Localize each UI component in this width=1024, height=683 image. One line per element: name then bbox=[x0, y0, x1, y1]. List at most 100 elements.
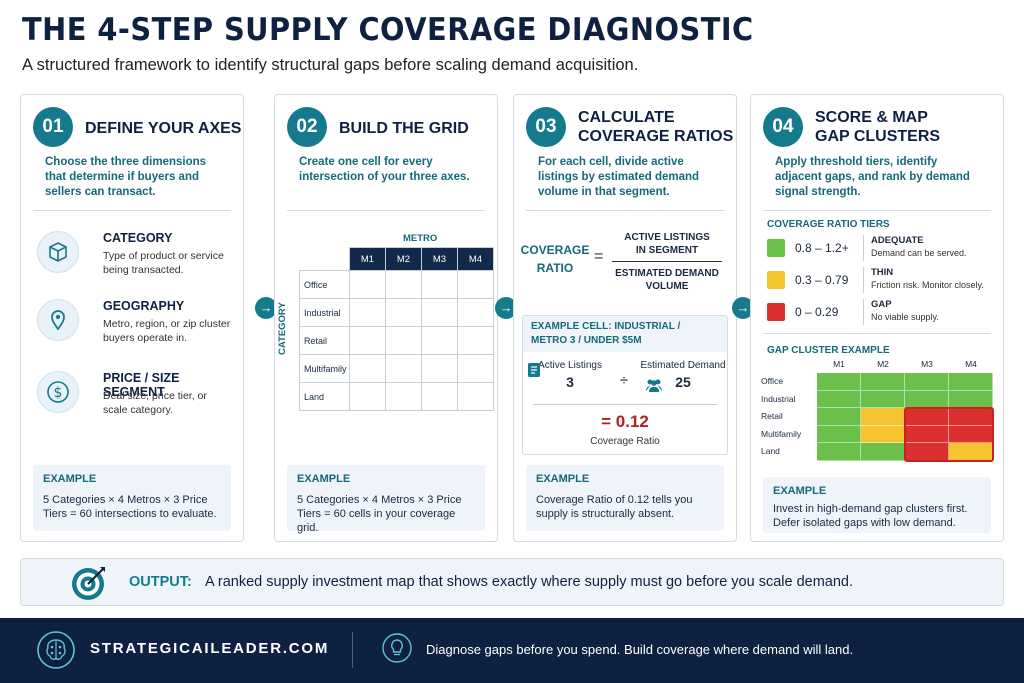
step-title-line: COVERAGE RATIOS bbox=[578, 128, 734, 145]
step-card-2: 02 BUILD THE GRID Create one cell for ev… bbox=[274, 94, 498, 542]
tier-swatch bbox=[767, 271, 785, 289]
cluster-cell-adequate bbox=[905, 390, 949, 408]
divider bbox=[33, 210, 231, 211]
grid-row-label: Land bbox=[299, 382, 350, 411]
formula-label-line: COVERAGE bbox=[520, 243, 590, 257]
people-icon bbox=[645, 378, 663, 395]
cluster-cell-adequate bbox=[817, 425, 861, 443]
coverage-ratio-label: Coverage Ratio bbox=[590, 436, 660, 447]
dimension-text: Type of product or service being transac… bbox=[103, 250, 224, 276]
metro-axis-label: METRO bbox=[403, 233, 438, 244]
divider bbox=[533, 404, 717, 405]
example-box: EXAMPLE 5 Categories × 4 Metros × 3 Pric… bbox=[33, 465, 231, 531]
cluster-cell-thin bbox=[861, 408, 905, 426]
equals-sign: = bbox=[594, 248, 604, 265]
cluster-cell-adequate bbox=[905, 373, 949, 391]
cluster-cell-thin bbox=[861, 425, 905, 443]
step-description: Choose the three dimensions that determi… bbox=[45, 156, 207, 198]
cluster-cell-adequate bbox=[861, 373, 905, 391]
formula-label: COVERAGE RATIO bbox=[520, 241, 590, 277]
step-title: BUILD THE GRID bbox=[339, 120, 469, 137]
lightbulb-icon bbox=[382, 633, 412, 663]
cluster-cell-adequate bbox=[861, 443, 905, 461]
tier-desc: No viable supply. bbox=[871, 312, 939, 322]
cluster-cell-adequate bbox=[817, 390, 861, 408]
footer: STRATEGICAILEADER.COM Diagnose gaps befo… bbox=[0, 618, 1024, 683]
footer-site[interactable]: STRATEGICAILEADER.COM bbox=[90, 640, 330, 657]
coverage-grid: M1 M2 M3 M4 Office Industrial Retail Mul… bbox=[299, 247, 494, 411]
example-label: EXAMPLE bbox=[297, 473, 351, 485]
dimension-title: CATEGORY bbox=[103, 231, 173, 245]
tier-desc: Demand can be served. bbox=[871, 248, 967, 258]
step-number: 02 bbox=[287, 107, 327, 147]
formula-label-line: RATIO bbox=[536, 261, 574, 275]
step-card-4: 04 SCORE & MAP GAP CLUSTERS Apply thresh… bbox=[750, 94, 1004, 542]
tier-range: 0.8 – 1.2+ bbox=[795, 241, 849, 255]
step-title-line: CALCULATE bbox=[578, 109, 675, 126]
divider bbox=[763, 333, 991, 334]
cluster-cell-adequate bbox=[817, 408, 861, 426]
cluster-cell-adequate bbox=[817, 373, 861, 391]
tier-name: GAP bbox=[871, 299, 892, 310]
denominator-line: VOLUME bbox=[645, 281, 689, 292]
cluster-cell-gap bbox=[905, 425, 949, 443]
grid-col-header: M2 bbox=[385, 247, 422, 271]
divider bbox=[863, 267, 864, 293]
footer-tagline: Diagnose gaps before you spend. Build co… bbox=[426, 642, 854, 657]
box-icon bbox=[37, 231, 79, 273]
grid-col-header: M3 bbox=[421, 247, 458, 271]
divider bbox=[763, 210, 991, 211]
step-title: SCORE & MAP GAP CLUSTERS bbox=[815, 108, 940, 146]
example-text: Coverage Ratio of 0.12 tells you supply … bbox=[536, 494, 693, 520]
tier-range: 0.3 – 0.79 bbox=[795, 273, 849, 287]
fraction-bar bbox=[612, 261, 722, 262]
cluster-cell-gap bbox=[905, 408, 949, 426]
cluster-row-label: Multifamily bbox=[761, 428, 802, 439]
grid-col-header: M1 bbox=[349, 247, 386, 271]
divide-sign: ÷ bbox=[619, 372, 629, 389]
step-number: 04 bbox=[763, 107, 803, 147]
coverage-ratio-result: = 0.12 bbox=[601, 412, 649, 431]
tier-name: THIN bbox=[871, 267, 894, 278]
category-axis-label: CATEGORY bbox=[277, 302, 288, 355]
svg-text:$: $ bbox=[54, 385, 63, 401]
tier-thin: 0.3 – 0.79 THIN Friction risk. Monitor c… bbox=[767, 267, 984, 295]
cluster-cell-adequate bbox=[817, 443, 861, 461]
document-icon bbox=[527, 362, 541, 381]
step-description: For each cell, divide active listings by… bbox=[538, 156, 700, 198]
output-banner: OUTPUT: A ranked supply investment map t… bbox=[20, 558, 1004, 606]
dimension-title: PRICE / SIZE SEGMENT bbox=[103, 371, 180, 399]
brain-icon bbox=[36, 630, 76, 670]
step-title-line: GAP CLUSTERS bbox=[815, 128, 941, 145]
dimension-title: GEOGRAPHY bbox=[103, 299, 185, 313]
divider bbox=[352, 632, 353, 668]
step-card-3: 03 CALCULATE COVERAGE RATIOS For each ce… bbox=[513, 94, 737, 542]
tier-name: ADEQUATE bbox=[871, 235, 924, 246]
page-subtitle: A structured framework to identify struc… bbox=[22, 56, 639, 74]
example-box: EXAMPLE Invest in high-demand gap cluste… bbox=[763, 477, 991, 533]
cluster-cell-adequate bbox=[949, 390, 993, 408]
target-icon bbox=[69, 563, 109, 603]
step-description: Create one cell for every intersection o… bbox=[299, 156, 470, 183]
step-title: DEFINE YOUR AXES bbox=[85, 120, 242, 137]
cluster-row-label: Industrial bbox=[761, 393, 796, 404]
denominator-line: ESTIMATED DEMAND bbox=[615, 268, 719, 279]
cluster-col-header: M2 bbox=[877, 359, 889, 369]
arrow-right-icon: → bbox=[495, 297, 517, 319]
cluster-cell-adequate bbox=[949, 373, 993, 391]
example-label: EXAMPLE bbox=[536, 473, 590, 485]
active-listings-block: Active Listings 3 bbox=[527, 360, 611, 390]
tier-adequate: 0.8 – 1.2+ ADEQUATE Demand can be served… bbox=[767, 235, 967, 263]
example-box: EXAMPLE 5 Categories × 4 Metros × 3 Pric… bbox=[287, 465, 485, 534]
formula-denominator: ESTIMATED DEMAND VOLUME bbox=[614, 267, 720, 293]
location-pin-icon bbox=[37, 299, 79, 341]
step-card-1: 01 DEFINE YOUR AXES Choose the three dim… bbox=[20, 94, 244, 542]
cluster-row-label: Retail bbox=[761, 411, 783, 421]
cluster-cell-adequate bbox=[861, 390, 905, 408]
page-title: THE 4-STEP SUPPLY COVERAGE DIAGNOSTIC bbox=[22, 12, 754, 48]
dimension-text: Deal size, price tier, or scale category… bbox=[103, 390, 207, 416]
tiers-label: COVERAGE RATIO TIERS bbox=[767, 219, 890, 230]
step-title-line: SCORE & MAP bbox=[815, 109, 928, 126]
formula-numerator: ACTIVE LISTINGS IN SEGMENT bbox=[614, 231, 720, 257]
cluster-col-header: M1 bbox=[833, 359, 845, 369]
